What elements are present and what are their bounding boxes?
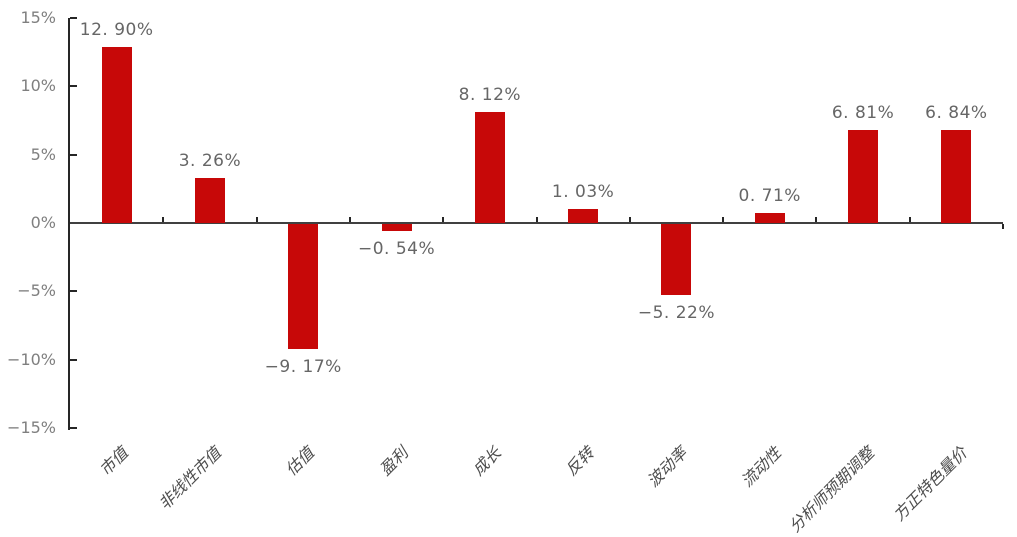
- y-axis-tick-label: 15%: [20, 8, 56, 27]
- x-axis-tick: [348, 217, 351, 222]
- value-label: −5. 22%: [637, 303, 716, 324]
- x-axis-tick: [535, 217, 538, 222]
- value-label: 6. 81%: [831, 102, 895, 123]
- bar-市值: [101, 46, 132, 223]
- y-axis-tick: [70, 85, 77, 88]
- value-label: 1. 03%: [551, 181, 615, 202]
- category-label: 反转: [561, 443, 598, 480]
- value-label: −9. 17%: [264, 357, 342, 378]
- bar-波动率: [661, 224, 692, 296]
- category-label: 成长: [468, 443, 505, 480]
- category-label: 估值: [281, 443, 318, 480]
- y-axis-tick: [70, 153, 77, 156]
- category-label: 盈利: [375, 443, 412, 480]
- category-label: 非线性市值: [154, 443, 225, 514]
- category-label: 市值: [95, 443, 132, 480]
- bar-非线性市值: [194, 178, 225, 223]
- category-label: 波动率: [643, 443, 692, 491]
- value-label: 8. 12%: [458, 85, 522, 106]
- y-axis-tick-label: −5%: [17, 281, 56, 301]
- category-label: 方正特色量价: [889, 443, 972, 525]
- x-axis-tick: [162, 217, 165, 222]
- y-axis-tick-label: 5%: [30, 144, 56, 164]
- bar-盈利: [381, 224, 412, 232]
- bar-估值: [288, 224, 319, 350]
- y-axis-tick: [70, 290, 77, 293]
- value-label: 12. 90%: [79, 19, 154, 40]
- y-axis-tick: [70, 17, 77, 19]
- x-axis-tick: [255, 217, 258, 222]
- bar-分析师预期调整: [848, 129, 879, 223]
- x-axis-end-tick: [1002, 224, 1004, 229]
- x-axis-tick: [908, 217, 911, 222]
- bar-方正特色量价: [941, 129, 972, 223]
- x-axis-tick: [722, 217, 725, 222]
- x-axis-tick: [628, 217, 631, 222]
- value-label: 6. 84%: [925, 102, 988, 123]
- bar-成长: [474, 112, 505, 223]
- y-axis-tick-label: −10%: [7, 349, 56, 369]
- value-label: −0. 54%: [357, 239, 436, 260]
- value-label: 3. 26%: [178, 151, 242, 172]
- x-axis-tick: [815, 217, 818, 222]
- bar-流动性: [754, 213, 785, 223]
- x-axis-line: [70, 222, 1003, 224]
- y-axis-tick: [70, 427, 77, 429]
- y-axis-tick: [70, 358, 77, 361]
- y-axis-tick-label: 10%: [20, 76, 56, 96]
- value-label: 0. 71%: [738, 186, 801, 207]
- category-label: 流动性: [737, 443, 785, 491]
- y-axis-tick-label: −15%: [7, 418, 56, 437]
- x-axis-tick: [442, 217, 445, 222]
- bar-反转: [568, 208, 599, 223]
- y-axis-line: [68, 18, 70, 430]
- category-label: 分析师预期调整: [785, 443, 878, 536]
- y-axis-tick-label: 0%: [30, 213, 56, 232]
